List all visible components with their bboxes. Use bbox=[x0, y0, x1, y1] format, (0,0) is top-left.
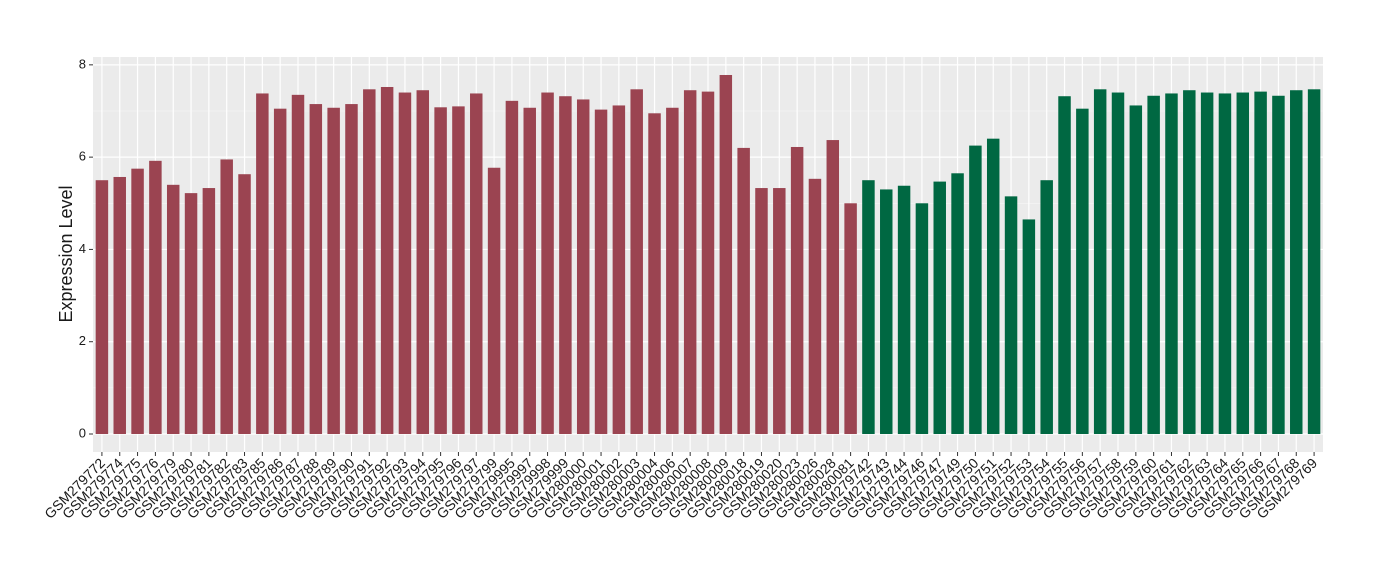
bar bbox=[541, 92, 554, 435]
bar bbox=[1290, 90, 1303, 435]
bar bbox=[1058, 96, 1071, 435]
bar bbox=[1254, 91, 1267, 435]
bar bbox=[737, 147, 750, 435]
bar bbox=[790, 146, 804, 435]
bar bbox=[719, 74, 733, 435]
bar bbox=[291, 94, 305, 435]
bar bbox=[1022, 219, 1036, 435]
bar bbox=[327, 107, 340, 435]
bar bbox=[1236, 92, 1250, 435]
bar bbox=[1111, 92, 1125, 435]
bar bbox=[1183, 90, 1196, 435]
bar bbox=[113, 176, 126, 435]
bar bbox=[166, 184, 180, 435]
bar bbox=[523, 107, 536, 435]
bar bbox=[701, 91, 715, 435]
bar bbox=[505, 100, 519, 435]
bar bbox=[1129, 105, 1143, 435]
bar bbox=[309, 104, 323, 435]
bar bbox=[238, 174, 251, 435]
bar bbox=[594, 109, 608, 435]
bar bbox=[773, 188, 786, 435]
bar bbox=[1076, 108, 1089, 435]
bar bbox=[1200, 92, 1214, 435]
bar bbox=[149, 160, 162, 435]
bar bbox=[612, 105, 626, 435]
bar bbox=[345, 104, 358, 435]
bar bbox=[1218, 93, 1232, 435]
bar bbox=[683, 90, 697, 435]
bar bbox=[1040, 180, 1053, 435]
bar bbox=[933, 181, 946, 435]
bar bbox=[487, 167, 501, 435]
bar bbox=[648, 113, 661, 435]
bar bbox=[755, 188, 768, 435]
bar bbox=[808, 178, 822, 435]
y-tick-label: 6 bbox=[79, 149, 86, 164]
bar bbox=[220, 159, 233, 435]
bar bbox=[862, 180, 875, 435]
bar bbox=[380, 86, 394, 435]
y-tick-label: 8 bbox=[79, 56, 86, 71]
y-tick-label: 4 bbox=[79, 241, 86, 256]
bar bbox=[416, 90, 430, 435]
y-tick-label: 2 bbox=[79, 333, 86, 348]
bar bbox=[1165, 93, 1178, 435]
bar bbox=[184, 193, 198, 435]
bar bbox=[273, 108, 287, 435]
bar bbox=[1307, 89, 1321, 435]
bar bbox=[131, 168, 144, 435]
bar bbox=[986, 138, 1000, 435]
bar bbox=[470, 93, 483, 435]
bar bbox=[844, 203, 857, 435]
bar bbox=[1147, 95, 1160, 435]
bar bbox=[897, 185, 911, 435]
bar bbox=[576, 99, 590, 435]
y-tick-label: 0 bbox=[79, 425, 86, 440]
bar bbox=[630, 89, 643, 435]
bar bbox=[202, 188, 216, 435]
bar bbox=[256, 93, 269, 435]
bar bbox=[1004, 196, 1018, 435]
bar bbox=[915, 203, 929, 435]
bar bbox=[398, 92, 412, 435]
bar bbox=[1093, 89, 1107, 435]
bar bbox=[666, 107, 679, 435]
bar bbox=[363, 89, 376, 435]
bar bbox=[95, 180, 109, 435]
bar bbox=[452, 106, 465, 435]
bar bbox=[826, 140, 840, 435]
bar bbox=[951, 173, 964, 435]
bar bbox=[880, 189, 893, 435]
bar bbox=[434, 107, 447, 435]
bar bbox=[1272, 95, 1285, 435]
y-axis-label: Expression Level bbox=[56, 185, 76, 322]
bar bbox=[559, 96, 572, 435]
bar bbox=[969, 145, 982, 435]
